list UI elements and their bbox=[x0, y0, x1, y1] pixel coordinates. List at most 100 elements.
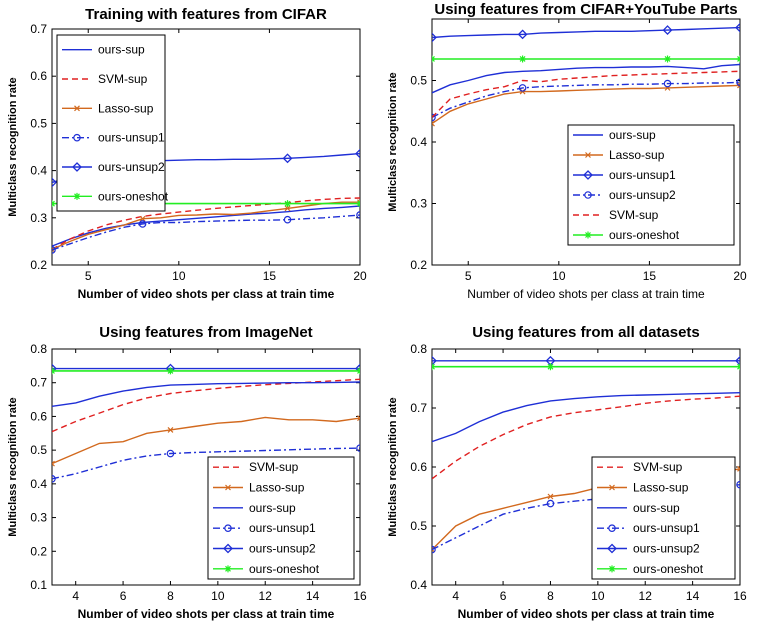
legend-label: ours-sup bbox=[249, 501, 296, 515]
legend-entry-ours-unsup1: ours-unsup1 bbox=[62, 131, 165, 145]
y-axis-label: Multiclass recognition rate bbox=[7, 397, 19, 536]
legend-entry-Lasso-sup: Lasso-sup bbox=[62, 101, 154, 115]
ours-unsup2-marker bbox=[52, 363, 57, 374]
Lasso-sup-marker bbox=[52, 246, 55, 253]
ours-oneshot-marker bbox=[432, 363, 436, 371]
x-tick-label: 4 bbox=[72, 589, 79, 603]
legend-label: ours-sup bbox=[98, 43, 145, 57]
Lasso-sup-marker bbox=[432, 546, 435, 553]
y-tick-label: 0.2 bbox=[410, 258, 427, 272]
legend-entry-ours-unsup1: ours-unsup1 bbox=[213, 521, 316, 535]
ours-unsup1-marker bbox=[283, 215, 292, 224]
legend-label: ours-unsup2 bbox=[249, 542, 316, 556]
x-axis-label: Number of video shots per class at train… bbox=[458, 607, 715, 621]
legend-label: ours-unsup1 bbox=[609, 168, 676, 182]
legend-label: ours-sup bbox=[633, 501, 680, 515]
ours-oneshot-marker bbox=[432, 55, 436, 63]
legend-label: Lasso-sup bbox=[98, 101, 154, 115]
y-tick-label: 0.4 bbox=[30, 477, 47, 491]
y-tick-label: 0.4 bbox=[410, 578, 427, 592]
y-tick-label: 0.7 bbox=[30, 376, 47, 390]
y-tick-label: 0.5 bbox=[30, 116, 47, 130]
ours-oneshot-marker bbox=[736, 55, 740, 63]
ours-unsup2-marker bbox=[663, 79, 672, 88]
legend-entry-ours-unsup1: ours-unsup1 bbox=[573, 168, 676, 182]
x-tick-label: 6 bbox=[120, 589, 127, 603]
legend-entry-ours-oneshot: ours-oneshot bbox=[62, 189, 169, 203]
legend-label: SVM-sup bbox=[609, 208, 659, 222]
x-tick-label: 5 bbox=[465, 269, 472, 283]
legend-ours-oneshot-marker bbox=[608, 565, 616, 573]
ours-oneshot-marker bbox=[166, 367, 174, 375]
legend-label: ours-sup bbox=[609, 128, 656, 142]
series-ours-sup bbox=[52, 381, 360, 407]
x-tick-label: 16 bbox=[353, 589, 367, 603]
legend-ours-unsup1-marker bbox=[583, 170, 593, 180]
legend: SVM-sup Lasso-sup ours-sup ours-unsup1 ours-… bbox=[591, 456, 736, 580]
ours-unsup2-marker bbox=[735, 355, 740, 366]
x-tick-label: 15 bbox=[643, 269, 657, 283]
ours-oneshot-marker bbox=[52, 367, 56, 375]
ours-oneshot-marker bbox=[519, 55, 527, 63]
series-ours-unsup1 bbox=[52, 211, 360, 254]
y-tick-label: 0.6 bbox=[410, 460, 427, 474]
x-tick-label: 15 bbox=[263, 269, 277, 283]
series-SVM-sup bbox=[432, 70, 740, 118]
legend-label: SVM-sup bbox=[249, 460, 299, 474]
y-tick-label: 0.5 bbox=[30, 443, 47, 457]
x-tick-label: 20 bbox=[353, 269, 367, 283]
y-tick-label: 0.1 bbox=[30, 578, 47, 592]
legend-ours-unsup2-marker bbox=[72, 162, 82, 172]
series-line-Lasso-sup bbox=[432, 84, 740, 125]
series-Lasso-sup bbox=[52, 415, 360, 467]
chart-panel-imagenet: 4 6 8 10 12 14 16 0.1 0.2 0.3 0.4 0.5 0.6 0.7 0.8 Using… bbox=[7, 324, 367, 621]
ours-unsup2-marker bbox=[518, 84, 527, 92]
series-line-SVM-sup bbox=[52, 197, 360, 251]
series-line-SVM-sup bbox=[432, 395, 740, 480]
legend-label: ours-unsup1 bbox=[249, 521, 316, 535]
series-line-ours-sup bbox=[432, 63, 740, 94]
series-line-ours-unsup1 bbox=[52, 447, 360, 480]
y-tick-label: 0.5 bbox=[410, 74, 427, 88]
legend-ours-oneshot-marker bbox=[224, 565, 232, 573]
ours-oneshot-marker bbox=[664, 55, 672, 63]
y-axis-label: Multiclass recognition rate bbox=[7, 77, 19, 216]
series-line-ours-sup bbox=[52, 381, 360, 407]
ours-unsup1-marker bbox=[356, 211, 360, 219]
legend-ours-oneshot-marker bbox=[584, 231, 592, 239]
ours-oneshot-marker bbox=[284, 200, 292, 208]
Lasso-sup-marker bbox=[167, 426, 174, 433]
legend-entry-ours-sup: ours-sup bbox=[597, 501, 680, 515]
y-tick-label: 0.2 bbox=[30, 258, 47, 272]
Lasso-sup-marker bbox=[357, 415, 360, 422]
y-axis-label: Multiclass recognition rate bbox=[387, 72, 399, 211]
Lasso-sup-marker bbox=[737, 82, 740, 89]
x-tick-label: 12 bbox=[259, 589, 273, 603]
ours-oneshot-marker bbox=[356, 367, 360, 375]
ours-oneshot-marker bbox=[736, 363, 740, 371]
y-tick-label: 0.7 bbox=[30, 22, 47, 36]
legend-label: Lasso-sup bbox=[633, 481, 689, 495]
x-tick-label: 10 bbox=[211, 589, 225, 603]
y-tick-label: 0.4 bbox=[410, 135, 427, 149]
legend-box bbox=[207, 456, 355, 580]
legend-entry-ours-oneshot: ours-oneshot bbox=[573, 228, 680, 242]
ours-oneshot-marker bbox=[546, 363, 554, 371]
ours-unsup2-marker bbox=[355, 363, 360, 374]
legend: SVM-sup Lasso-sup ours-sup ours-unsup1 ours-… bbox=[207, 456, 355, 580]
ours-unsup1-marker bbox=[52, 475, 56, 483]
y-tick-label: 0.6 bbox=[30, 409, 47, 423]
legend-label: SVM-sup bbox=[98, 72, 148, 86]
legend-entry-ours-sup: ours-sup bbox=[573, 128, 656, 142]
ours-unsup1-marker bbox=[432, 32, 437, 43]
legend-entry-ours-sup: ours-sup bbox=[213, 501, 296, 515]
y-tick-label: 0.8 bbox=[30, 342, 47, 356]
legend-ours-unsup2-marker bbox=[223, 543, 233, 554]
x-axis-label: Number of video shots per class at train… bbox=[78, 287, 335, 301]
ours-unsup2-marker bbox=[282, 153, 293, 164]
legend-Lasso-sup-marker bbox=[225, 484, 231, 491]
series-line-ours-sup bbox=[432, 392, 740, 443]
series-ours-unsup1 bbox=[52, 444, 360, 483]
ours-unsup1-marker bbox=[662, 25, 673, 35]
series-ours-unsup2 bbox=[432, 78, 740, 122]
